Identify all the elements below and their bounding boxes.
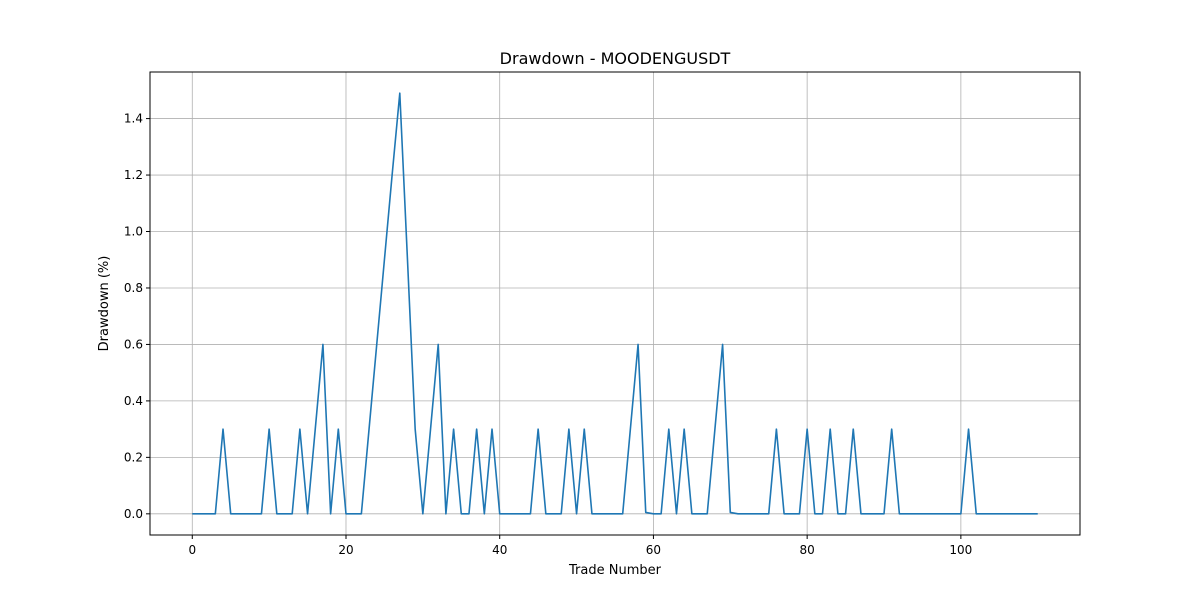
x-tick-label: 60 <box>646 543 661 557</box>
chart-title: Drawdown - MOODENGUSDT <box>500 49 731 68</box>
x-tick-label: 40 <box>492 543 507 557</box>
y-tick-label: 1.2 <box>124 168 143 182</box>
y-tick-label: 0.0 <box>124 507 143 521</box>
drawdown-series-line <box>192 92 1038 515</box>
y-tick-label: 0.6 <box>124 337 143 351</box>
x-axis-label: Trade Number <box>568 563 662 578</box>
x-tick-label: 0 <box>188 543 196 557</box>
line-layer <box>192 92 1038 515</box>
y-tick-label: 1.4 <box>124 112 143 126</box>
y-axis-label: Drawdown (%) <box>97 256 112 352</box>
y-tick-label: 0.2 <box>124 450 143 464</box>
x-tick-label: 100 <box>949 543 972 557</box>
y-tick-label: 0.8 <box>124 281 143 295</box>
y-tick-label: 1.0 <box>124 225 143 239</box>
x-tick-label: 80 <box>800 543 815 557</box>
plot-area-border <box>149 71 1081 536</box>
x-tick-label: 20 <box>338 543 353 557</box>
grid-layer <box>150 72 1080 535</box>
tick-layer: 0 20 40 60 80 100 0.0 0.2 0.4 0.6 0.8 1.0 1.2 1.4 <box>124 112 972 557</box>
y-tick-label: 0.4 <box>124 394 143 408</box>
